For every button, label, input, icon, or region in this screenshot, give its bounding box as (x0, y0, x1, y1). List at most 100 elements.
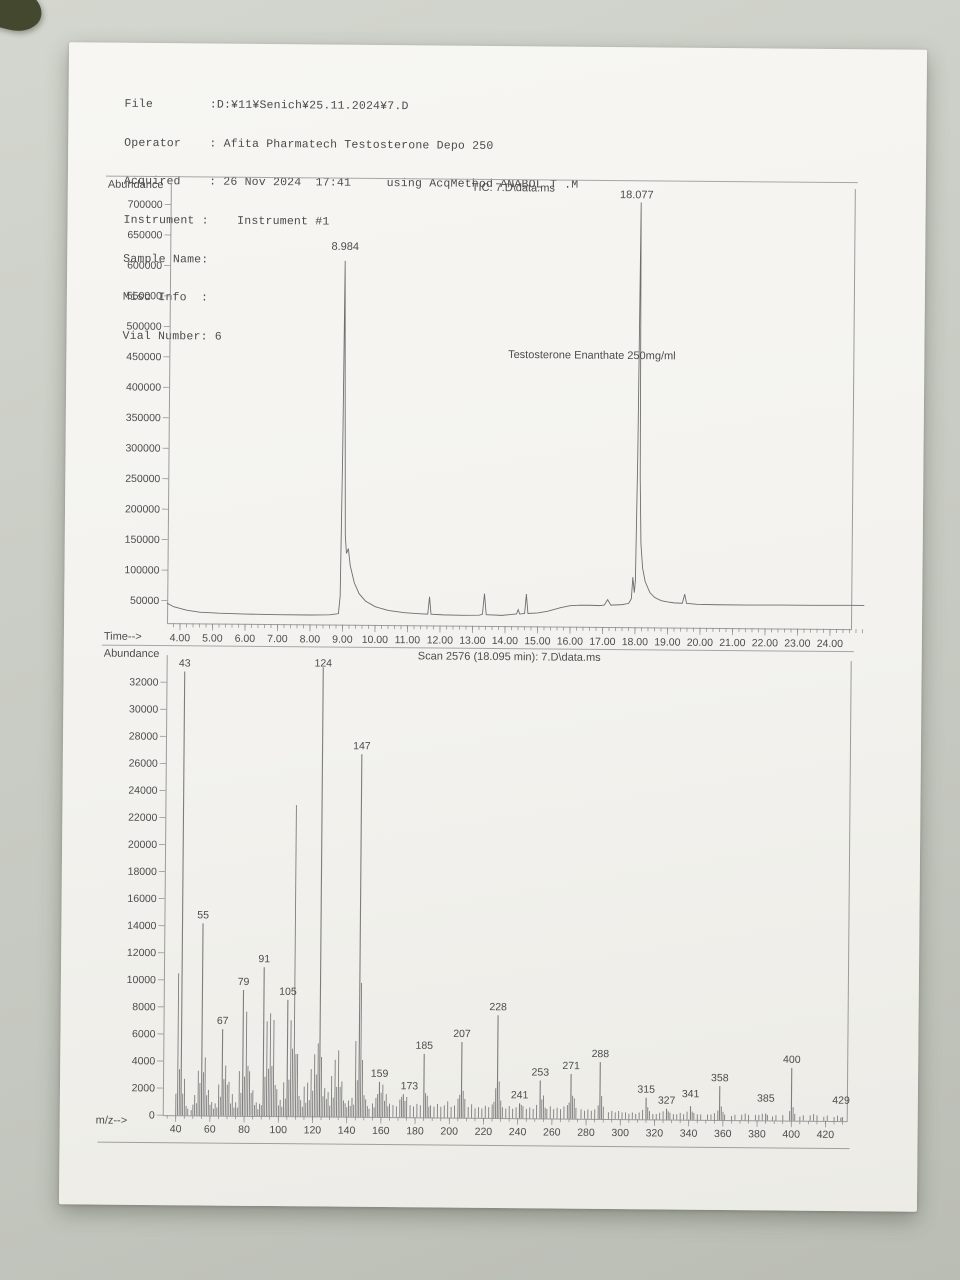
svg-text:341: 341 (682, 1088, 700, 1100)
svg-text:8.00: 8.00 (300, 633, 321, 645)
svg-text:250000: 250000 (125, 473, 160, 485)
svg-text:200000: 200000 (125, 503, 160, 515)
svg-text:120: 120 (304, 1124, 322, 1136)
svg-text:200: 200 (440, 1126, 458, 1138)
tic-peak-labels: 8.984 18.077 (331, 189, 653, 253)
tic-xlabel: Time--> (103, 630, 142, 643)
svg-text:26000: 26000 (129, 758, 158, 770)
svg-text:7.00: 7.00 (267, 633, 288, 645)
tic-annotation: Testosterone Enanthate 250mg/ml (508, 349, 676, 362)
ms-xlabel: m/z--> (95, 1114, 128, 1127)
svg-text:14.00: 14.00 (492, 635, 519, 647)
svg-text:240: 240 (509, 1126, 527, 1138)
svg-text:50000: 50000 (130, 595, 159, 607)
svg-text:228: 228 (489, 1001, 507, 1013)
svg-text:700000: 700000 (128, 199, 163, 211)
svg-text:18000: 18000 (128, 866, 157, 878)
svg-text:67: 67 (217, 1015, 229, 1027)
ms-axis-labels: 40 60 80 100 120 140 160 180 200 220 240 260 280 300 3… (127, 676, 835, 1141)
svg-text:6.00: 6.00 (235, 633, 256, 645)
header-line-operator: Operator : Afita Pharmatech Testosterone… (124, 136, 494, 153)
ms-bars (175, 667, 844, 1122)
svg-text:358: 358 (711, 1072, 729, 1084)
svg-text:385: 385 (757, 1093, 775, 1105)
svg-text:400000: 400000 (126, 381, 161, 393)
svg-text:420: 420 (817, 1129, 835, 1141)
svg-text:253: 253 (532, 1066, 550, 1078)
svg-text:4000: 4000 (132, 1055, 156, 1067)
svg-text:19.00: 19.00 (654, 636, 681, 648)
svg-text:32000: 32000 (129, 676, 158, 688)
svg-text:450000: 450000 (126, 351, 161, 363)
svg-text:160: 160 (372, 1125, 390, 1137)
ms-peak-labels: 43 55 67 79 91 105 124 147 159 173 185 207 228 241253… (179, 657, 850, 1107)
svg-text:340: 340 (680, 1128, 698, 1140)
svg-text:350000: 350000 (126, 412, 161, 424)
svg-text:147: 147 (353, 740, 371, 752)
svg-text:16.00: 16.00 (557, 636, 584, 648)
svg-text:173: 173 (401, 1080, 419, 1092)
svg-text:140: 140 (338, 1125, 356, 1137)
report-paper: File :D:¥11¥Senich¥25.11.2024¥7.D Operat… (58, 42, 928, 1212)
svg-text:10000: 10000 (127, 974, 156, 986)
svg-text:327: 327 (658, 1095, 676, 1107)
svg-text:18.00: 18.00 (622, 636, 649, 648)
svg-text:15.00: 15.00 (524, 635, 551, 647)
svg-text:400: 400 (783, 1054, 801, 1066)
svg-text:13.00: 13.00 (459, 635, 486, 647)
svg-text:550000: 550000 (127, 290, 162, 302)
svg-text:17.00: 17.00 (589, 636, 616, 648)
svg-text:20000: 20000 (128, 839, 157, 851)
svg-text:380: 380 (748, 1128, 766, 1140)
svg-text:22.00: 22.00 (752, 637, 779, 649)
svg-text:79: 79 (238, 976, 250, 988)
svg-text:43: 43 (179, 657, 191, 669)
header-line-file: File :D:¥11¥Senich¥25.11.2024¥7.D (124, 97, 409, 114)
svg-text:28000: 28000 (129, 731, 158, 743)
svg-text:429: 429 (832, 1095, 850, 1107)
svg-text:0: 0 (149, 1110, 155, 1122)
svg-text:100000: 100000 (124, 564, 159, 576)
svg-text:40: 40 (170, 1123, 182, 1135)
svg-text:207: 207 (453, 1028, 471, 1040)
mass-spectrum-plot: 40 60 80 100 120 140 160 180 200 220 240 260 280 300 3… (127, 655, 852, 1141)
svg-text:14000: 14000 (127, 920, 156, 932)
svg-text:80: 80 (238, 1124, 250, 1136)
svg-text:600000: 600000 (127, 260, 162, 272)
ms-axis-ticks (156, 681, 843, 1128)
svg-text:6000: 6000 (132, 1028, 156, 1040)
dark-corner-object (0, 0, 47, 37)
svg-text:24000: 24000 (128, 785, 157, 797)
svg-text:500000: 500000 (127, 321, 162, 333)
svg-text:30000: 30000 (129, 703, 158, 715)
svg-text:315: 315 (637, 1084, 655, 1096)
svg-text:12000: 12000 (127, 947, 156, 959)
svg-text:150000: 150000 (125, 534, 160, 546)
svg-text:9.00: 9.00 (332, 634, 353, 646)
svg-text:241: 241 (511, 1089, 529, 1101)
svg-text:2000: 2000 (132, 1082, 156, 1094)
svg-text:124: 124 (314, 657, 332, 669)
svg-text:23.00: 23.00 (784, 638, 811, 650)
tic-axis-labels: 4.00 5.00 6.00 7.00 8.00 9.00 10.00 11.00 12.00 1… (124, 199, 843, 650)
svg-text:220: 220 (475, 1126, 493, 1138)
svg-text:288: 288 (592, 1048, 610, 1060)
svg-text:185: 185 (415, 1040, 433, 1052)
svg-text:320: 320 (646, 1127, 664, 1139)
svg-text:8000: 8000 (132, 1001, 156, 1013)
svg-text:20.00: 20.00 (687, 637, 714, 649)
svg-text:21.00: 21.00 (719, 637, 746, 649)
svg-text:91: 91 (258, 953, 270, 965)
tic-frame (167, 183, 856, 631)
svg-text:300: 300 (611, 1127, 629, 1139)
svg-text:4.00: 4.00 (170, 632, 191, 644)
svg-text:650000: 650000 (127, 229, 162, 241)
tic-axis-ticks (161, 204, 863, 636)
svg-text:12.00: 12.00 (427, 634, 454, 646)
svg-text:22000: 22000 (128, 812, 157, 824)
svg-text:60: 60 (204, 1123, 216, 1135)
svg-text:400: 400 (782, 1129, 800, 1141)
svg-text:5.00: 5.00 (202, 632, 223, 644)
svg-text:8.984: 8.984 (331, 241, 359, 253)
